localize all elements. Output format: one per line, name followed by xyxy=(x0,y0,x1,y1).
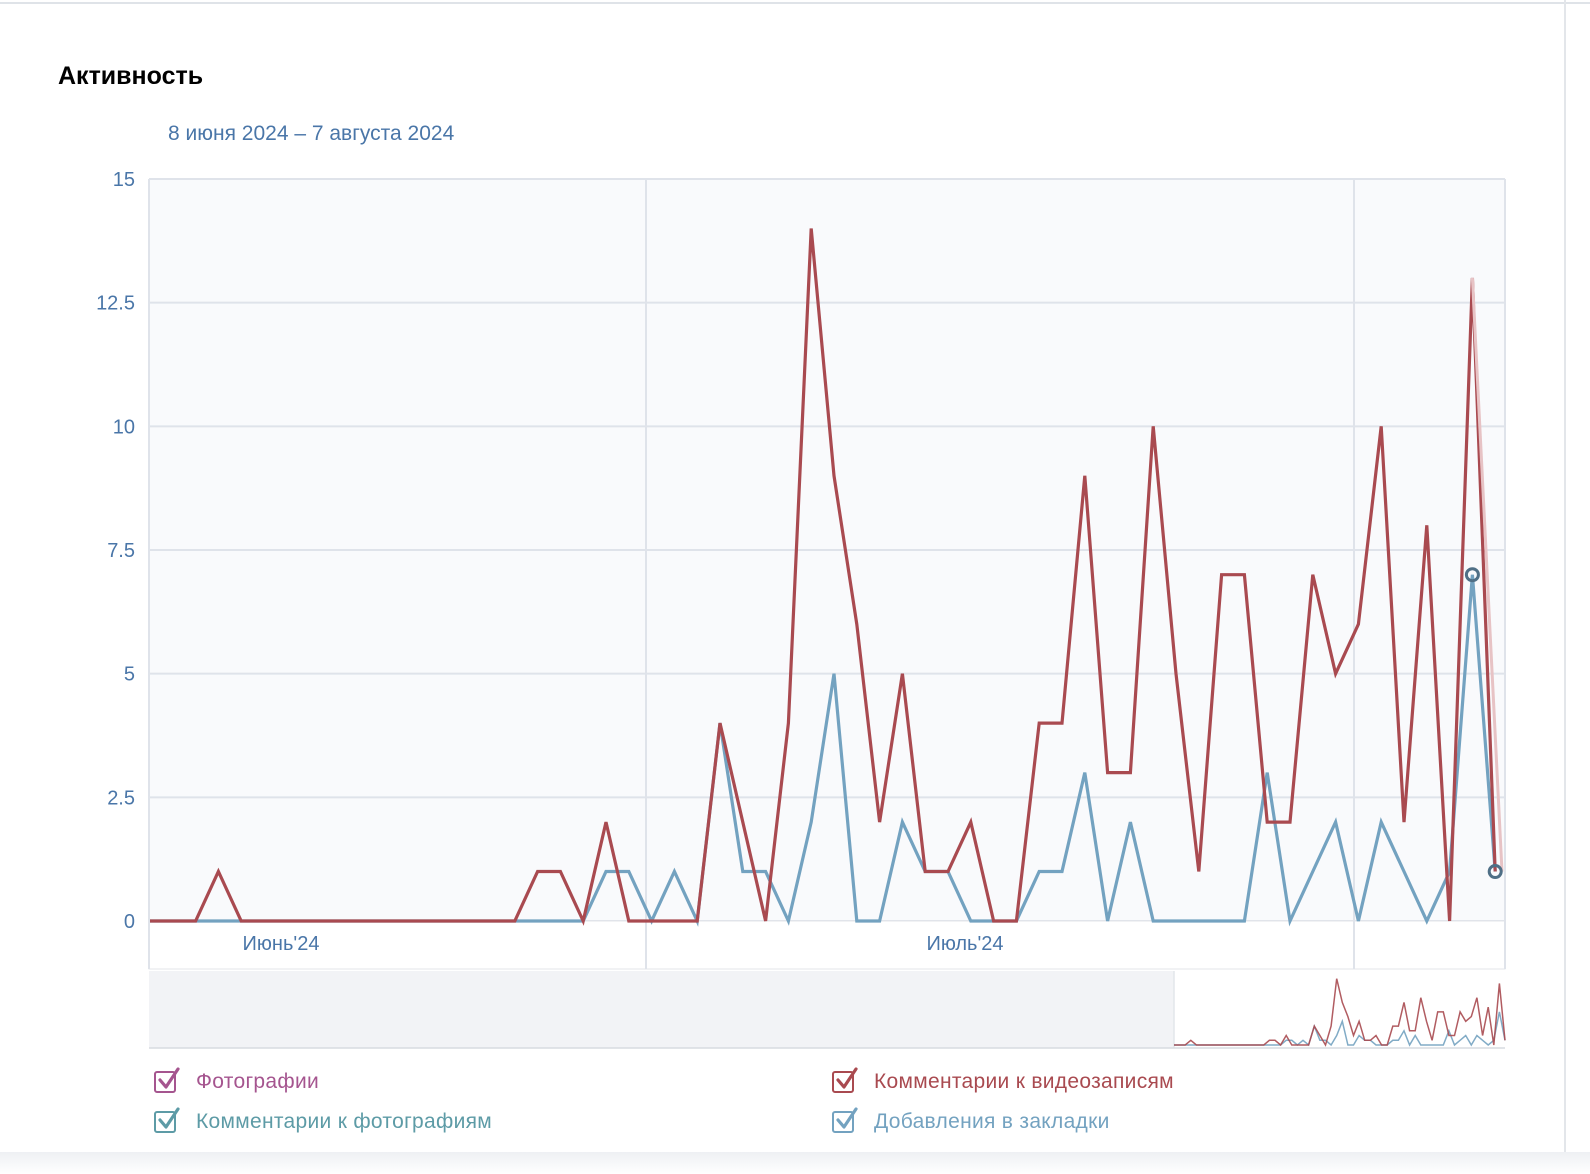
y-tick-label: 0 xyxy=(124,911,135,933)
navigator-line-video-comments xyxy=(1174,978,1506,1047)
legend-label: Добавления в закладки xyxy=(874,1110,1110,1133)
y-tick-label: 15 xyxy=(113,169,135,191)
legend-item-photo-comments[interactable]: Комментарии к фотографиям xyxy=(154,1107,493,1134)
x-tick-label: Июнь'24 xyxy=(243,933,320,955)
series-tail xyxy=(1470,277,1504,872)
checkmark-icon xyxy=(836,1067,858,1089)
y-tick-label: 12.5 xyxy=(96,293,135,315)
top-border xyxy=(0,2,1590,4)
navigator-outside-range xyxy=(149,971,1174,1048)
video-comments-checkbox[interactable] xyxy=(832,1067,858,1093)
bookmarks-checkbox[interactable] xyxy=(832,1107,858,1133)
legend-item-photos[interactable]: Фотографии xyxy=(154,1067,320,1094)
photo-comments-checkbox[interactable] xyxy=(154,1107,180,1133)
series-line-video-comments xyxy=(150,228,1497,926)
photos-checkbox[interactable] xyxy=(154,1067,180,1093)
chart-legend: Фотографии Комментарии к видеозаписям Ко… xyxy=(150,1066,1250,1146)
x-axis-band xyxy=(148,920,1506,970)
right-border xyxy=(1564,0,1566,1174)
checkmark-icon xyxy=(158,1067,180,1089)
y-tick-label: 5 xyxy=(124,664,135,686)
bottom-border xyxy=(0,1152,1590,1174)
hover-marker xyxy=(1464,567,1480,583)
legend-item-video-comments[interactable]: Комментарии к видеозаписям xyxy=(832,1067,1174,1094)
checkmark-icon xyxy=(158,1107,180,1129)
y-tick-label: 7.5 xyxy=(107,540,135,562)
hover-marker xyxy=(1487,864,1503,880)
legend-label: Фотографии xyxy=(196,1070,320,1093)
widget-title: Активность xyxy=(58,62,204,90)
y-tick-label: 2.5 xyxy=(107,787,135,809)
legend-item-bookmarks[interactable]: Добавления в закладки xyxy=(832,1107,1110,1134)
legend-label: Комментарии к видеозаписям xyxy=(874,1070,1174,1093)
y-tick-label: 10 xyxy=(113,416,135,438)
date-range[interactable]: 8 июня 2024 – 7 августа 2024 xyxy=(168,122,455,145)
x-tick-label: Июль'24 xyxy=(926,933,1003,955)
legend-label: Комментарии к фотографиям xyxy=(196,1110,493,1133)
checkmark-icon xyxy=(836,1107,858,1129)
